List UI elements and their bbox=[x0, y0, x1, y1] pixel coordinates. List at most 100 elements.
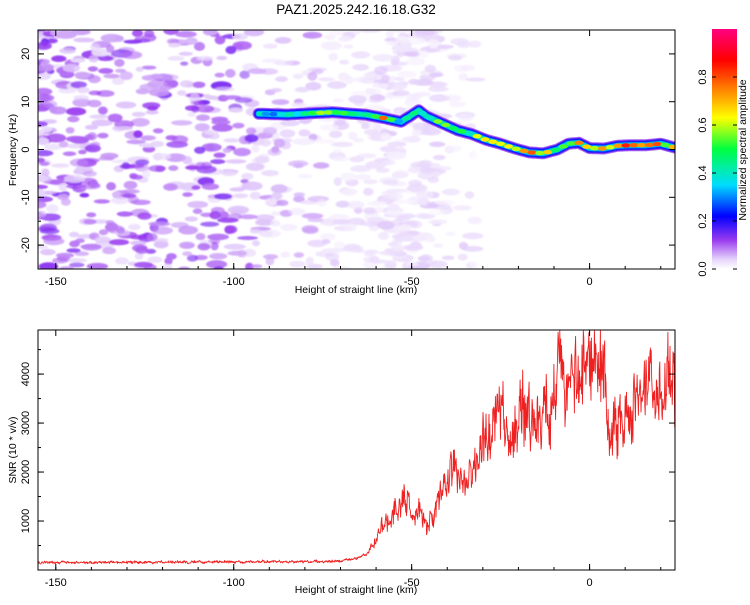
spectrogram-noise-blob bbox=[155, 165, 165, 172]
spectrogram-noise-blob bbox=[458, 242, 469, 250]
spectrogram-ridge-spot bbox=[355, 112, 365, 117]
spectrogram-noise-blob bbox=[273, 60, 294, 66]
spectrogram-noise-blob bbox=[363, 72, 377, 79]
spectrogram-noise-blob bbox=[275, 76, 288, 82]
spectrogram-ridge-spot bbox=[331, 110, 341, 115]
spectrogram-noise-blob bbox=[202, 30, 218, 36]
spectrogram-noise-blob bbox=[232, 41, 252, 50]
spectrogram-noise-blob bbox=[98, 229, 109, 236]
spectrogram-noise-blob bbox=[280, 251, 291, 258]
spectrogram-noise-blob bbox=[293, 252, 305, 258]
spectrogram-noise-blob bbox=[354, 174, 371, 180]
spectrogram-noise-blob bbox=[70, 81, 87, 89]
spectrogram-noise-blob bbox=[87, 132, 98, 141]
spectrogram-ridge-spot bbox=[668, 144, 675, 150]
spectrogram-noise-blob bbox=[60, 198, 71, 206]
spectrogram-noise-blob bbox=[332, 98, 344, 103]
spectrogram-noise-blob bbox=[70, 58, 86, 63]
spectrogram-noise-blob bbox=[249, 228, 261, 234]
spectrogram-noise-blob bbox=[162, 263, 173, 269]
spectrogram-ridge-spot bbox=[472, 134, 482, 139]
spectrogram-noise-blob bbox=[43, 100, 58, 108]
spectrogram-noise-blob bbox=[468, 151, 478, 160]
spectrogram-noise-blob bbox=[187, 201, 209, 209]
spectrogram-ridge-spot bbox=[402, 116, 412, 121]
spectrogram-noise-blob bbox=[139, 83, 159, 91]
spectrogram-noise-blob bbox=[449, 101, 467, 107]
spectrogram-noise-blob bbox=[38, 41, 52, 50]
spectrogram-noise-blob bbox=[249, 191, 261, 200]
spectrogram-noise-blob bbox=[467, 40, 482, 48]
spectrogram-noise-blob bbox=[214, 72, 225, 78]
spectrogram-ridge-spot bbox=[441, 122, 451, 128]
spectrogram-ridge-spot bbox=[511, 146, 521, 152]
spectrogram-noise-blob bbox=[339, 59, 350, 65]
spectrogram-noise-blob bbox=[121, 189, 140, 194]
spectrogram-noise-blob bbox=[192, 208, 203, 214]
spectrogram-ridge-spot bbox=[582, 144, 592, 149]
spectrogram-noise-blob bbox=[72, 98, 91, 107]
spectrogram-noise-blob bbox=[39, 161, 50, 166]
spectrogram-noise-blob bbox=[228, 107, 243, 113]
spectrogram-ridge-spot bbox=[339, 110, 349, 116]
spectrogram-noise-blob bbox=[421, 127, 442, 136]
spectrogram-noise-blob bbox=[66, 248, 81, 253]
spectrogram-noise-blob bbox=[192, 81, 206, 89]
spectrogram-noise-blob bbox=[214, 86, 235, 92]
spectrogram-noise-blob bbox=[457, 113, 474, 122]
spectrogram-noise-blob bbox=[138, 143, 157, 148]
spectrogram-ridge-spot bbox=[370, 114, 380, 119]
spectrogram-noise-blob bbox=[86, 262, 109, 269]
spectrogram-x-tick-label: -50 bbox=[404, 276, 420, 288]
spectrogram-noise-blob bbox=[197, 243, 211, 251]
spectrogram-noise-blob bbox=[345, 75, 354, 84]
spectrogram-ridge-spot bbox=[425, 115, 435, 121]
spectrogram-noise-blob bbox=[243, 248, 256, 257]
spectrogram-noise-blob bbox=[391, 30, 411, 34]
spectrogram-noise-blob bbox=[103, 73, 120, 79]
spectrogram-noise-blob bbox=[196, 114, 210, 121]
spectrogram-noise-blob bbox=[372, 54, 395, 62]
spectrogram-noise-blob bbox=[302, 31, 323, 39]
spectrogram-ridge-layer bbox=[252, 104, 675, 160]
spectrogram-ridge-spot bbox=[363, 112, 372, 118]
spectrogram-noise-blob bbox=[43, 237, 65, 246]
spectrogram-noise-blob bbox=[152, 226, 173, 235]
spectrogram-noise-blob bbox=[429, 81, 447, 89]
spectrogram-noise-blob bbox=[216, 55, 228, 61]
spectrogram-noise-blob bbox=[429, 141, 446, 148]
spectrogram-noise-blob bbox=[467, 216, 482, 225]
spectrogram-noise-blob bbox=[116, 211, 134, 217]
spectrogram-ridge-spot bbox=[644, 142, 654, 148]
spectrogram-x-axis-title: Height of straight line (km) bbox=[295, 284, 418, 296]
spectrogram-noise-blob bbox=[110, 196, 129, 205]
spectrogram-ridge-spot bbox=[394, 119, 404, 124]
spectrogram-noise-blob bbox=[427, 260, 448, 269]
spectrogram-noise-blob bbox=[120, 51, 143, 59]
spectrogram-noise-blob bbox=[194, 146, 206, 154]
spectrogram-noise-blob bbox=[433, 243, 444, 248]
spectrogram-noise-blob bbox=[403, 51, 419, 57]
spectrogram-ridge-spot bbox=[574, 140, 584, 145]
spectrogram-noise-blob bbox=[301, 225, 319, 234]
spectrogram-noise-blob bbox=[194, 123, 210, 132]
spectrogram-noise-blob bbox=[448, 55, 463, 61]
spectrogram-noise-blob bbox=[38, 72, 51, 80]
spectrogram-noise-blob bbox=[38, 33, 44, 39]
spectrogram-noise-blob bbox=[331, 156, 349, 162]
spectrogram-x-tick-label: 0 bbox=[587, 276, 593, 288]
spectrogram-noise-blob bbox=[428, 219, 448, 225]
spectrogram-noise-blob bbox=[319, 124, 340, 131]
spectrogram-noise-blob bbox=[206, 260, 228, 269]
spectrogram-noise-blob bbox=[106, 182, 117, 191]
spectrogram-ridge-spot bbox=[410, 111, 419, 116]
spectrogram-noise-blob bbox=[87, 66, 99, 72]
spectrogram-noise-blob bbox=[406, 183, 428, 193]
colorbar-ticks: 0.0 0.2 0.4 0.6 0.8 bbox=[697, 69, 737, 277]
spectrogram-noise-blob bbox=[374, 65, 388, 75]
spectrogram-noise-blob bbox=[331, 141, 354, 147]
spectrogram-ridge-spot bbox=[386, 117, 396, 122]
spectrogram-noise-blob bbox=[225, 68, 236, 78]
snr-frame bbox=[37, 329, 676, 571]
